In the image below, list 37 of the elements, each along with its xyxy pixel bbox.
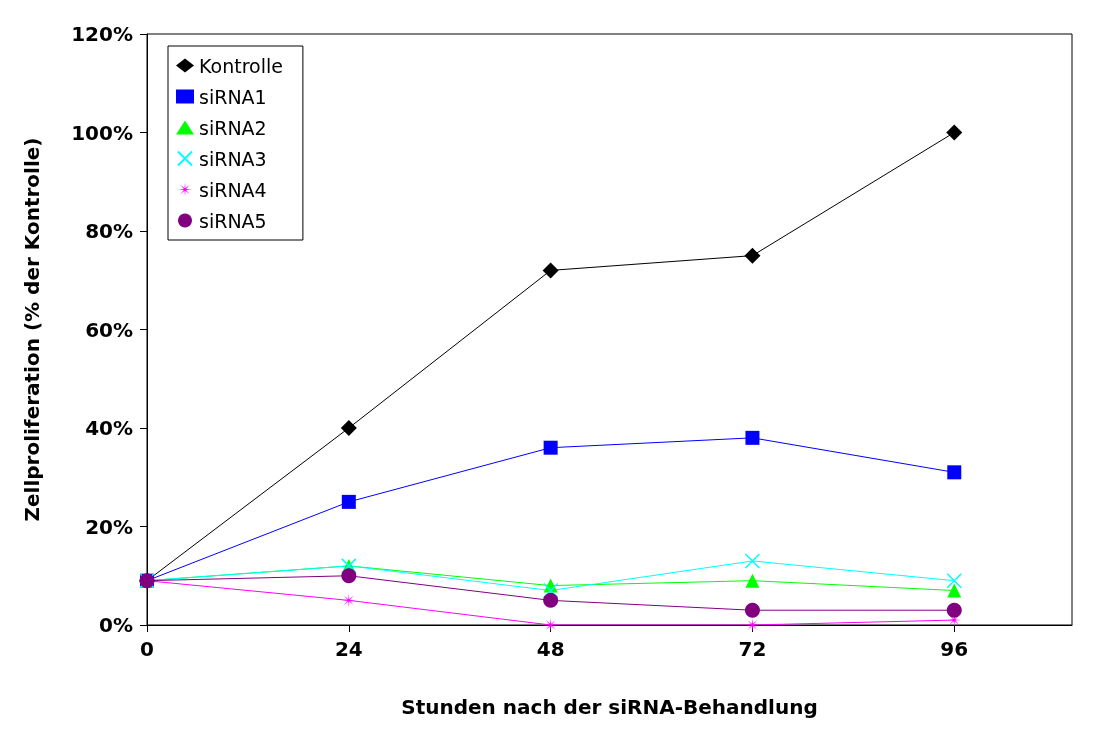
x-tick-label: 0 (140, 637, 154, 661)
point (744, 553, 761, 569)
x-tick-label: 48 (536, 637, 565, 661)
legend-label: siRNA4 (199, 178, 267, 201)
point (745, 573, 760, 588)
point (542, 262, 559, 279)
y-tick-label: 0% (99, 613, 133, 637)
point (946, 602, 962, 618)
x-tick-label: 96 (940, 637, 969, 661)
legend-label: siRNA5 (199, 209, 267, 232)
point (744, 602, 760, 618)
y-tick-label: 100% (71, 120, 133, 145)
point (542, 582, 559, 599)
point (947, 465, 962, 480)
legend-label: siRNA3 (199, 147, 267, 170)
legend-label: siRNA1 (199, 85, 267, 108)
y-tick-label: 40% (85, 416, 133, 440)
point (340, 420, 357, 436)
point (745, 430, 760, 445)
y-axis-title: Zellproliferation (% der Kontrolle) (20, 137, 44, 522)
point (543, 592, 559, 608)
point (947, 583, 962, 598)
point (341, 568, 357, 584)
y-tick-label: 80% (85, 219, 133, 243)
legend-label: Kontrolle (199, 54, 283, 77)
point (341, 494, 356, 509)
point (946, 124, 963, 141)
point (543, 440, 558, 455)
legend-label: siRNA2 (199, 116, 267, 139)
y-tick-label: 20% (85, 514, 133, 539)
y-tick-label: 120% (71, 22, 133, 46)
point (946, 572, 963, 589)
x-tick-label: 24 (334, 637, 363, 661)
x-tick-label: 72 (738, 637, 767, 661)
point (744, 247, 761, 264)
y-tick-label: 60% (85, 317, 133, 342)
x-axis-title: Stunden nach der siRNA-Behandlung (401, 695, 818, 719)
